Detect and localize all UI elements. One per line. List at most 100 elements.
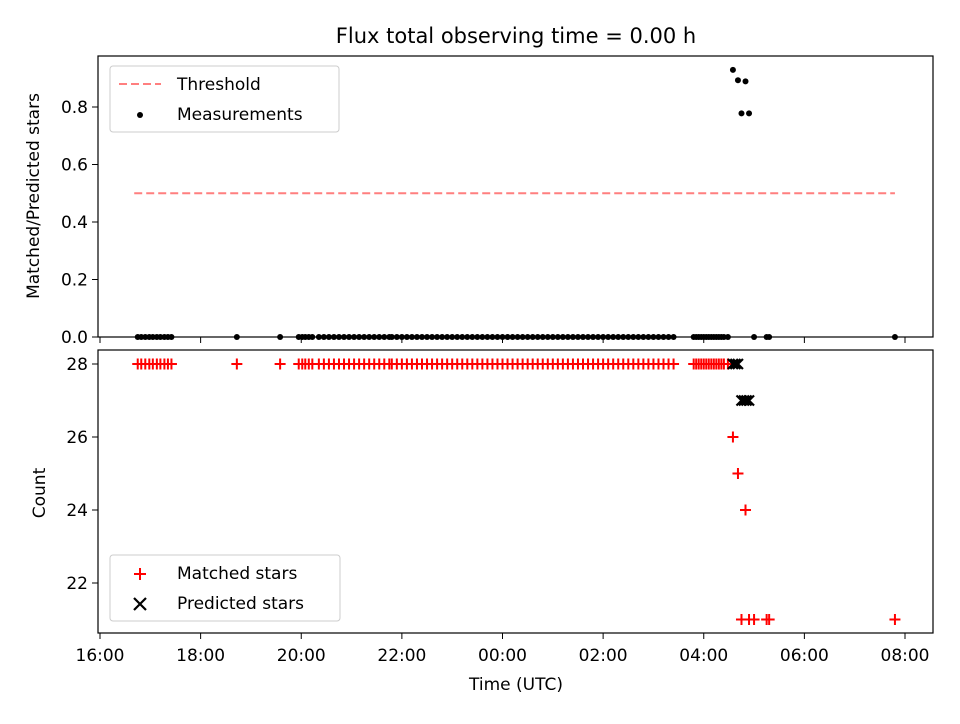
measurement-point <box>419 334 425 340</box>
measurement-point <box>529 334 536 340</box>
top-legend: Threshold Measurements <box>109 65 340 133</box>
measurement-point <box>615 334 622 340</box>
measurement-point <box>469 334 476 340</box>
measurement-point <box>356 334 363 340</box>
legend-predicted-swatch <box>133 597 147 611</box>
matched-star-marker <box>165 358 177 370</box>
measurement-point <box>742 78 749 85</box>
measurement-point <box>600 334 607 340</box>
measurement-point <box>549 334 556 340</box>
predicted-star-marker <box>732 358 744 370</box>
predicted-star-marker <box>729 358 742 370</box>
bottom-plot-panel: 22 24 26 28 16:00 18:00 20:00 22:00 00:00 02:00 04… <box>66 349 934 666</box>
measurement-point <box>233 334 240 340</box>
measurement-point <box>413 334 420 340</box>
measurement-point <box>625 334 632 340</box>
measurement-point <box>640 334 647 340</box>
bottom-legend-box <box>109 554 341 622</box>
bottom-x-tick-label: 22:00 <box>377 646 426 666</box>
measurement-point <box>330 334 337 340</box>
predicted-star-marker <box>738 394 750 407</box>
matched-star-marker <box>889 614 901 625</box>
measurement-point <box>277 334 284 340</box>
measurement-point <box>519 334 526 340</box>
measurement-point <box>449 334 456 340</box>
measurement-point <box>670 334 677 340</box>
measurement-point <box>620 334 627 340</box>
measurement-point <box>474 334 481 340</box>
matched-star-marker <box>748 614 760 625</box>
measurement-point <box>665 334 672 340</box>
measurement-point <box>424 334 431 340</box>
measurement-point <box>891 334 898 340</box>
matched-star-marker <box>231 358 243 370</box>
measurement-point <box>454 334 461 340</box>
matched-star-marker <box>274 358 286 370</box>
predicted-star-marker <box>740 394 753 407</box>
matched-star-marker <box>727 431 739 443</box>
measurement-point <box>544 334 551 340</box>
matched-star-marker <box>740 504 752 516</box>
top-plot-panel: 0.0 0.2 0.4 0.6 0.8 Threshold Measurements <box>61 55 934 348</box>
bottom-x-tick-label: 18:00 <box>176 646 225 666</box>
measurement-point <box>524 334 531 340</box>
measurement-point <box>464 334 471 340</box>
bottom-y-tick-label: 24 <box>66 501 88 521</box>
top-y-tick-label: 0.2 <box>61 271 88 291</box>
measurement-point <box>403 334 410 340</box>
bottom-x-tick-label: 20:00 <box>277 646 326 666</box>
measurement-point <box>381 334 388 340</box>
measurement-point <box>366 334 373 340</box>
measurement-point <box>479 334 486 340</box>
measurement-point <box>660 334 667 340</box>
bottom-y-tick-label: 22 <box>66 574 88 594</box>
bottom-x-tick-label: 16:00 <box>76 646 125 666</box>
measurement-point <box>434 334 441 340</box>
measurement-point <box>346 334 353 340</box>
bottom-x-tick-label: 00:00 <box>478 646 527 666</box>
measurement-point <box>439 334 446 340</box>
measurement-point <box>610 334 617 340</box>
measurement-point <box>630 334 637 340</box>
measurement-point <box>309 334 316 340</box>
legend-measurements-swatch <box>137 112 143 118</box>
measurement-point <box>585 334 592 340</box>
measurement-point <box>499 334 506 340</box>
measurement-point <box>724 334 731 340</box>
measurement-point <box>734 77 741 84</box>
measurement-point <box>393 334 400 340</box>
measurement-point <box>388 334 395 340</box>
measurement-point <box>766 334 773 340</box>
legend-matched-swatch <box>134 568 146 580</box>
measurement-point <box>595 334 602 340</box>
measurement-point <box>325 334 332 340</box>
top-y-tick-label: 0.0 <box>61 328 88 348</box>
measurement-point <box>554 334 561 340</box>
bottom-legend: Matched stars Predicted stars <box>109 554 341 622</box>
measurement-point <box>429 334 436 340</box>
bottom-x-tick-label: 08:00 <box>881 646 930 666</box>
measurement-point <box>539 334 546 340</box>
measurement-point <box>484 334 491 340</box>
legend-measurements-label: Measurements <box>177 105 303 125</box>
legend-matched-label: Matched stars <box>177 564 297 584</box>
bottom-y-tick-label: 28 <box>66 355 88 375</box>
predicted-star-marker <box>743 394 755 407</box>
measurement-point <box>504 334 511 340</box>
measurement-point <box>738 110 745 117</box>
bottom-y-axis-label: Count <box>30 467 50 518</box>
bottom-x-tick-label: 06:00 <box>780 646 829 666</box>
measurement-point <box>509 334 516 340</box>
measurement-point <box>645 334 652 340</box>
legend-threshold-label: Threshold <box>176 75 261 95</box>
measurement-point <box>408 334 415 340</box>
x-axis-label: Time (UTC) <box>468 675 563 695</box>
top-legend-box <box>109 65 340 133</box>
matched-star-marker <box>763 614 775 625</box>
measurement-point <box>371 334 378 340</box>
measurement-point <box>398 334 405 340</box>
measurement-point <box>729 66 736 73</box>
measurement-point <box>650 334 657 340</box>
matched-star-marker <box>668 358 680 370</box>
